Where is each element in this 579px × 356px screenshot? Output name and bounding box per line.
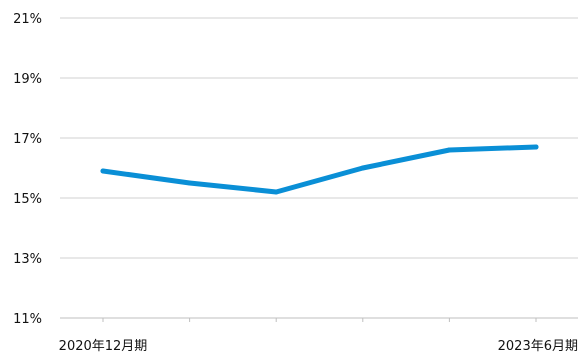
series-line [100,144,539,195]
x-axis-labels: 2020年12月期 2023年6月期 [59,339,578,354]
data-point [273,189,279,195]
gridlines [60,17,578,319]
y-tick-label: 21% [13,12,42,27]
y-tick-label: 13% [13,252,42,267]
y-axis-labels: 11% 13% 15% 17% 19% 21% [13,12,42,327]
x-axis-ticks [102,318,537,322]
series-layer [100,144,539,195]
data-point [360,165,366,171]
data-point [100,168,106,174]
y-tick-label: 19% [13,72,42,87]
data-point [533,144,539,150]
data-point [446,147,452,153]
y-tick-label: 17% [13,132,42,147]
y-tick-label: 15% [13,192,42,207]
data-point [187,180,193,186]
x-tick-label: 2023年6月期 [498,339,578,352]
y-tick-label: 11% [13,312,42,327]
x-tick-label: 2020年12月期 [59,339,148,352]
